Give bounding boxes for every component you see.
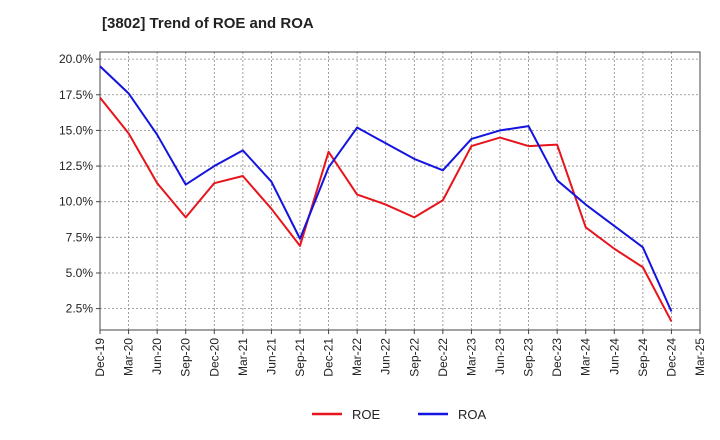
x-tick-label: Mar-20 (122, 338, 136, 376)
x-tick-label: Mar-23 (464, 338, 478, 376)
x-axis: Dec-19 Mar-20 Jun-20 Sep-20 Dec-20 Mar-21 Jun-… (93, 330, 707, 377)
x-tick-label: Jun-21 (264, 338, 278, 375)
x-tick-label: Mar-24 (579, 338, 593, 376)
x-tick-label: Sep-24 (636, 338, 650, 377)
x-tick-label: Dec-20 (207, 338, 221, 377)
plot-area (99, 51, 701, 331)
x-tick-label: Sep-20 (179, 338, 193, 377)
x-tick-label: Dec-24 (664, 338, 678, 377)
x-tick-label: Sep-22 (407, 338, 421, 377)
y-tick-label: 7.5% (66, 230, 94, 244)
x-tick-label: Dec-21 (322, 338, 336, 377)
series-line-roe (99, 96, 673, 322)
y-tick-label: 17.5% (59, 88, 93, 102)
x-tick-label: Mar-25 (693, 338, 707, 376)
y-tick-label: 10.0% (59, 195, 93, 209)
x-tick-label: Dec-19 (93, 338, 107, 377)
x-tick-label: Sep-21 (293, 338, 307, 377)
y-tick-label: 12.5% (59, 159, 93, 173)
grid-lines (100, 52, 700, 330)
x-tick-label: Mar-22 (350, 338, 364, 376)
y-tick-label: 20.0% (59, 52, 93, 66)
legend: ROE ROA (312, 407, 487, 422)
legend-label-roe: ROE (352, 407, 381, 422)
y-tick-label: 5.0% (66, 266, 94, 280)
x-tick-label: Dec-23 (550, 338, 564, 377)
series-line-roa (99, 65, 673, 312)
y-axis: 2.5% 5.0% 7.5% 10.0% 12.5% 15.0% 17.5% 20.0% (59, 52, 100, 316)
y-tick-label: 15.0% (59, 123, 93, 137)
x-tick-label: Dec-22 (436, 338, 450, 377)
y-tick-label: 2.5% (66, 302, 94, 316)
x-tick-label: Jun-22 (379, 338, 393, 375)
x-tick-label: Jun-20 (150, 338, 164, 375)
legend-label-roa: ROA (458, 407, 487, 422)
x-tick-label: Mar-21 (236, 338, 250, 376)
series-lines (99, 65, 673, 322)
x-tick-label: Sep-23 (522, 338, 536, 377)
chart-title: [3802] Trend of ROE and ROA (102, 15, 314, 32)
x-tick-label: Jun-23 (493, 338, 507, 375)
x-tick-label: Jun-24 (607, 338, 621, 375)
